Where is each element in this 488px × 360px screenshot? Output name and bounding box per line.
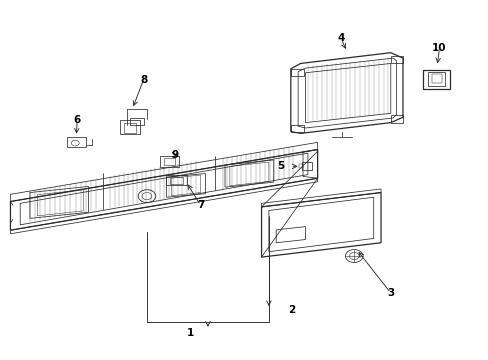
- Bar: [390, 55, 402, 63]
- Bar: [163, 158, 174, 165]
- Bar: [427, 72, 445, 86]
- Text: 7: 7: [197, 200, 204, 210]
- Text: 2: 2: [287, 305, 294, 315]
- Bar: [130, 118, 143, 126]
- Text: 6: 6: [74, 115, 81, 125]
- Bar: [166, 175, 186, 185]
- Bar: [67, 136, 86, 147]
- Text: 3: 3: [386, 288, 394, 298]
- Text: 5: 5: [277, 161, 284, 171]
- Text: 9: 9: [171, 150, 179, 160]
- Text: 8: 8: [140, 75, 147, 85]
- Bar: [291, 125, 303, 132]
- Bar: [160, 156, 178, 167]
- Bar: [431, 74, 441, 83]
- Text: 4: 4: [337, 33, 344, 43]
- Bar: [170, 177, 182, 184]
- Text: 10: 10: [431, 43, 446, 53]
- Bar: [390, 116, 402, 123]
- Text: 1: 1: [187, 328, 194, 338]
- Bar: [120, 121, 140, 134]
- Bar: [423, 69, 449, 89]
- Bar: [301, 162, 312, 170]
- Bar: [124, 123, 136, 133]
- Bar: [298, 163, 302, 168]
- Bar: [291, 69, 303, 76]
